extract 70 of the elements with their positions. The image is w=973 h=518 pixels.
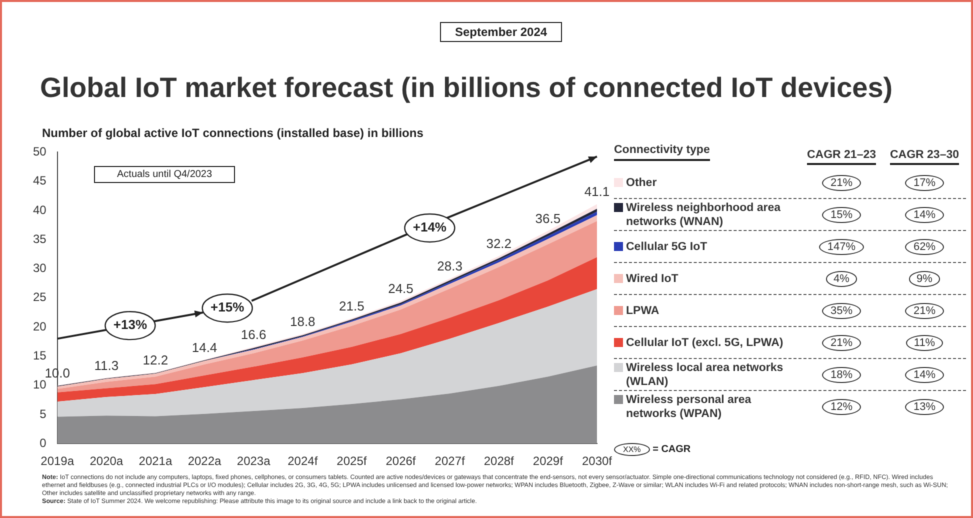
y-tick-label: 10	[32, 378, 47, 392]
chart-title: Global IoT market forecast (in billions of connected IoT devices)	[40, 72, 893, 104]
x-tick-label: 2022a	[188, 454, 222, 468]
legend-label: Cellular 5G IoT	[626, 240, 708, 254]
text: 21%	[905, 302, 944, 318]
y-tick-label: 20	[32, 319, 47, 334]
text: 62%	[905, 238, 944, 254]
text: 17%	[905, 174, 944, 190]
legend-label: Cellular IoT (excl. 5G, LPWA)	[626, 336, 784, 350]
total-label: 18.8	[290, 314, 316, 330]
y-tick-label: 30	[32, 261, 47, 276]
text: 13%	[905, 398, 944, 414]
y-tick-label: 35	[32, 232, 47, 246]
y-tick-label: 25	[32, 290, 47, 304]
total-label: 32.2	[486, 236, 512, 252]
x-tick-label: 2026f	[386, 454, 416, 468]
text: 11%	[906, 334, 944, 350]
y-tick-label: 5	[40, 406, 47, 421]
legend-label: LPWA	[626, 304, 660, 318]
x-tick-label: 2019a	[40, 454, 74, 468]
text: 15%	[822, 206, 861, 222]
text: CAGR 23–30	[890, 149, 960, 165]
x-tick-label: 2029f	[532, 454, 564, 468]
text: 14%	[905, 366, 944, 382]
x-tick-label: 2028f	[484, 454, 515, 468]
text: 4%	[826, 270, 858, 286]
legend-label: Wireless neighborhood area networks (WNAN)	[626, 200, 782, 228]
legend-label: Wireless personal area networks (WPAN)	[626, 392, 752, 420]
text: 21%	[822, 334, 861, 350]
total-label: 36.5	[535, 210, 561, 226]
legend-label: Wired IoT	[626, 272, 678, 286]
text: 35%	[822, 302, 861, 318]
x-tick-label: 2025f	[336, 454, 368, 468]
text: 9%	[908, 270, 940, 286]
x-tick-label: 2020a	[90, 454, 124, 468]
annotation: +13%	[113, 317, 148, 332]
text: 12%	[822, 398, 861, 414]
x-tick-label: 2030f	[582, 454, 613, 468]
text: 21%	[822, 174, 861, 190]
text: September 2024	[440, 22, 562, 42]
x-tick-label: 2023a	[236, 454, 271, 468]
annotation: +14%	[412, 220, 447, 235]
x-tick-label: 2027f	[434, 454, 466, 468]
y-tick-label: 40	[32, 202, 47, 217]
total-label: 12.2	[142, 352, 168, 368]
total-label: 24.5	[388, 280, 414, 296]
y-tick-label: 50	[32, 144, 47, 159]
y-tick-label: 0	[40, 436, 47, 450]
total-label: 16.6	[240, 326, 266, 342]
text: 147%	[819, 238, 864, 254]
text: 14%	[905, 206, 944, 222]
chart-subtitle: Number of global active IoT connections (installed base) in billions	[42, 126, 424, 140]
total-label: 41.1	[584, 184, 610, 200]
legend-label: Wireless local area networks (WLAN)	[626, 360, 784, 388]
total-label: 21.5	[339, 298, 364, 314]
legend-label: Other	[626, 176, 657, 190]
legend-title: Connectivity type	[614, 143, 710, 161]
y-tick-label: 45	[32, 174, 47, 188]
annotation: Actuals until Q4/2023	[94, 166, 236, 183]
annotation: +15%	[210, 300, 245, 315]
total-label: 14.4	[192, 340, 218, 355]
text: CAGR 21–23	[806, 149, 876, 165]
text: 18%	[822, 366, 861, 382]
total-label: 28.3	[437, 258, 462, 274]
y-tick-label: 15	[32, 348, 47, 362]
text: = CAGR	[652, 444, 691, 455]
x-tick-label: 2021a	[138, 454, 172, 468]
x-tick-label: 2024f	[288, 454, 318, 468]
text: XX%	[614, 443, 650, 456]
total-label: 11.3	[94, 358, 119, 373]
